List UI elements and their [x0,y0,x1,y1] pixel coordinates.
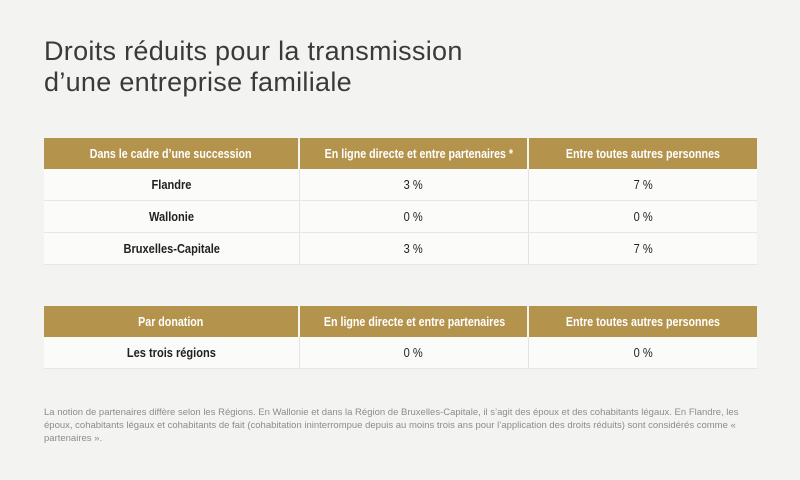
title-line-2: d’une entreprise familiale [44,67,352,97]
region-cell: Les trois régions [44,337,300,369]
table-row: Wallonie 0 % 0 % [44,200,757,233]
table-row: Flandre 3 % 7 % [44,169,757,201]
region-cell: Flandre [44,169,300,201]
column-header: En ligne directe et entre partenaires * [299,138,529,169]
column-header: Entre toutes autres personnes [528,138,757,169]
donation-rates-table: Par donation En ligne directe et entre p… [44,306,757,369]
column-header: En ligne directe et entre partenaires [299,306,529,337]
other-rate-cell: 7 % [528,169,757,201]
direct-rate-cell: 3 % [299,169,529,201]
table-header-row: Par donation En ligne directe et entre p… [44,306,757,337]
direct-rate-cell: 0 % [299,337,529,369]
column-header: Par donation [44,306,300,337]
succession-rates-table: Dans le cadre d’une succession En ligne … [44,138,757,265]
other-rate-cell: 0 % [528,200,757,233]
table-header-row: Dans le cadre d’une succession En ligne … [44,138,757,169]
region-cell: Bruxelles-Capitale [44,232,300,265]
title-line-1: Droits réduits pour la transmission [44,36,463,66]
direct-rate-cell: 0 % [299,200,529,233]
page-title: Droits réduits pour la transmission d’un… [44,36,644,98]
other-rate-cell: 0 % [528,337,757,369]
table-row: Les trois régions 0 % 0 % [44,337,757,369]
table-row: Bruxelles-Capitale 3 % 7 % [44,232,757,265]
region-cell: Wallonie [44,200,300,233]
column-header: Dans le cadre d’une succession [44,138,300,169]
other-rate-cell: 7 % [528,232,757,265]
direct-rate-cell: 3 % [299,232,529,265]
footnote: La notion de partenaires diffère selon l… [44,407,739,444]
column-header: Entre toutes autres personnes [528,306,757,337]
